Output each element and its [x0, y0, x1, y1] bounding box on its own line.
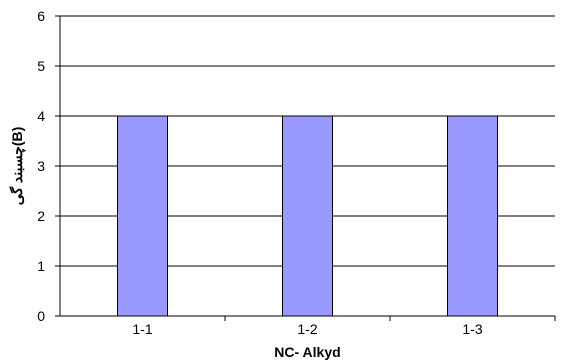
bar-1-2 [282, 115, 333, 317]
y-tick-label: 2 [37, 208, 45, 224]
y-tick-label: 3 [37, 158, 45, 174]
y-tick-label: 0 [37, 308, 45, 324]
x-tick-label: 1-1 [132, 321, 152, 337]
x-tick-labels: 1-1 1-2 1-3 [132, 316, 556, 337]
bar-1-3 [447, 115, 498, 317]
y-tick-label: 5 [37, 58, 45, 74]
y-tick-labels: 0 1 2 3 4 5 6 [37, 8, 60, 324]
x-axis-title: NC- Alkyd [274, 344, 340, 360]
bars [117, 115, 498, 317]
x-tick-label: 1-3 [462, 321, 482, 337]
y-tick-label: 4 [37, 108, 45, 124]
y-tick-label: 6 [37, 8, 45, 24]
y-axis-title: چسبند گی(B) [9, 127, 25, 206]
y-tick-label: 1 [37, 258, 45, 274]
bar-1-1 [117, 115, 168, 317]
x-tick-label: 1-2 [297, 321, 317, 337]
